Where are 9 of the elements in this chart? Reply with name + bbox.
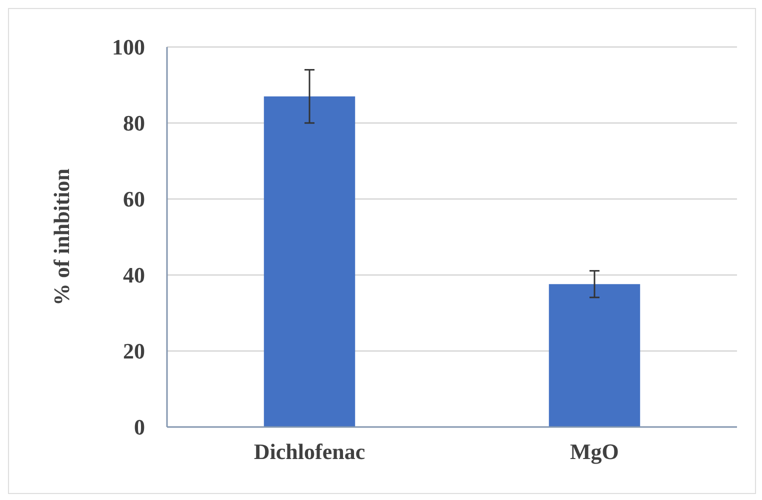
y-tick-label: 20 bbox=[123, 338, 145, 364]
y-axis-title: % of inhbition bbox=[49, 168, 74, 306]
x-tick-label: MgO bbox=[570, 439, 619, 464]
y-tick-label: 80 bbox=[123, 110, 145, 136]
y-tick-label: 40 bbox=[123, 262, 145, 288]
y-tick-label: 0 bbox=[134, 414, 145, 440]
y-tick-label: 100 bbox=[112, 34, 145, 60]
x-tick-label: Dichlofenac bbox=[254, 439, 366, 464]
y-tick-label: 60 bbox=[123, 186, 145, 212]
